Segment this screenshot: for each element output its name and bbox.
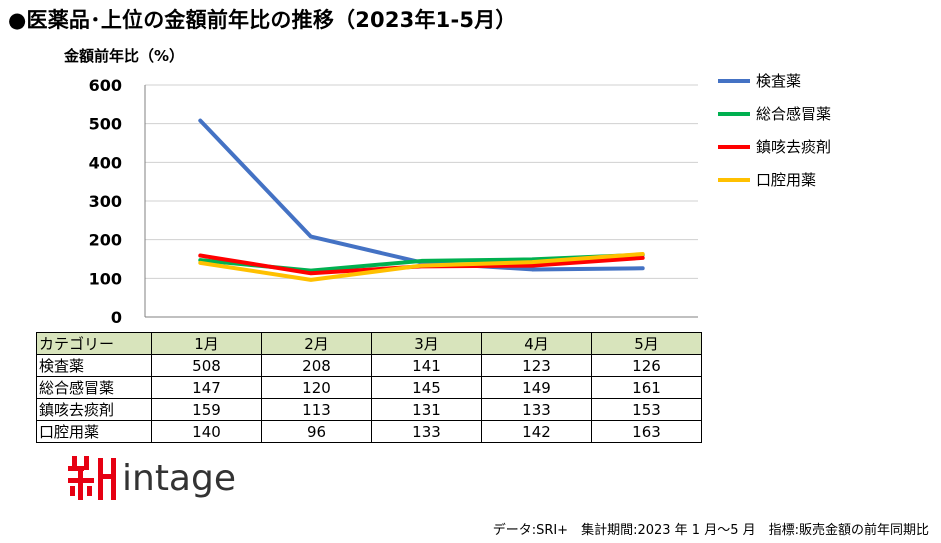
table-cell: 161 [591, 376, 702, 399]
table-cell: 159 [151, 398, 262, 421]
table-header-month: 3月 [371, 332, 482, 355]
y-tick-label: 300 [89, 192, 122, 211]
table-cell: 96 [261, 420, 372, 443]
intage-logo-mark-icon [68, 456, 116, 500]
table-cell: 508 [151, 354, 262, 377]
table-row-label: 鎮咳去痰剤 [36, 398, 152, 421]
table-header-month: 1月 [151, 332, 262, 355]
table-row: 鎮咳去痰剤 159 113 131 133 153 [36, 398, 702, 421]
table-cell: 145 [371, 376, 482, 399]
legend-label: 口腔用薬 [756, 171, 817, 189]
table-cell: 140 [151, 420, 262, 443]
intage-logo: intage [66, 452, 236, 504]
table-header-month: 4月 [481, 332, 592, 355]
legend-swatch [718, 144, 750, 149]
series-line-4 [198, 251, 645, 282]
table-header-category: カテゴリー [36, 332, 152, 355]
table-row: 検査薬 508 208 141 123 126 [36, 354, 702, 377]
chart-legend: 検査薬総合感冒薬鎮咳去痰剤口腔用薬 [718, 64, 831, 196]
table-cell: 149 [481, 376, 592, 399]
legend-item: 鎮咳去痰剤 [718, 130, 831, 163]
table-row-label: 口腔用薬 [36, 420, 152, 443]
table-cell: 126 [591, 354, 702, 377]
table-cell: 141 [371, 354, 482, 377]
table-cell: 163 [591, 420, 702, 443]
legend-label: 鎮咳去痰剤 [756, 138, 832, 156]
page-title: ●医薬品･上位の金額前年比の推移（2023年1-5月） [8, 8, 517, 32]
series-line-1 [198, 118, 645, 272]
table-row: 口腔用薬 140 96 133 142 163 [36, 420, 702, 443]
data-table: カテゴリー 1月 2月 3月 4月 5月 検査薬 508 208 141 123 126 総合感冒薬… [36, 332, 702, 443]
legend-swatch [718, 177, 750, 182]
legend-swatch [718, 111, 750, 116]
legend-label: 検査薬 [756, 72, 802, 90]
y-axis-label: 金額前年比（%） [64, 47, 185, 65]
y-tick-label: 600 [89, 76, 122, 95]
legend-label: 総合感冒薬 [756, 105, 832, 123]
y-tick-label: 200 [89, 231, 122, 250]
legend-item: 総合感冒薬 [718, 97, 831, 130]
y-tick-label: 0 [111, 308, 122, 327]
table-header-month: 5月 [591, 332, 702, 355]
intage-logo-text: intage [122, 457, 236, 499]
table-cell: 153 [591, 398, 702, 421]
table-cell: 147 [151, 376, 262, 399]
table-cell: 133 [371, 420, 482, 443]
table-row: 総合感冒薬 147 120 145 149 161 [36, 376, 702, 399]
data-source-note: データ:SRI+ 集計期間:2023 年 1 月～5 月 指標:販売金額の前年同… [492, 523, 929, 538]
table-row-label: 総合感冒薬 [36, 376, 152, 399]
legend-swatch [718, 78, 750, 83]
table-cell: 133 [481, 398, 592, 421]
table-cell: 113 [261, 398, 372, 421]
table-header-month: 2月 [261, 332, 372, 355]
y-tick-label: 400 [89, 153, 122, 172]
table-cell: 142 [481, 420, 592, 443]
table-cell: 131 [371, 398, 482, 421]
table-row-label: 検査薬 [36, 354, 152, 377]
table-cell: 123 [481, 354, 592, 377]
legend-item: 口腔用薬 [718, 163, 831, 196]
y-tick-label: 100 [89, 269, 122, 288]
legend-item: 検査薬 [718, 64, 831, 97]
y-tick-label: 500 [89, 115, 122, 134]
table-cell: 120 [261, 376, 372, 399]
table-cell: 208 [261, 354, 372, 377]
